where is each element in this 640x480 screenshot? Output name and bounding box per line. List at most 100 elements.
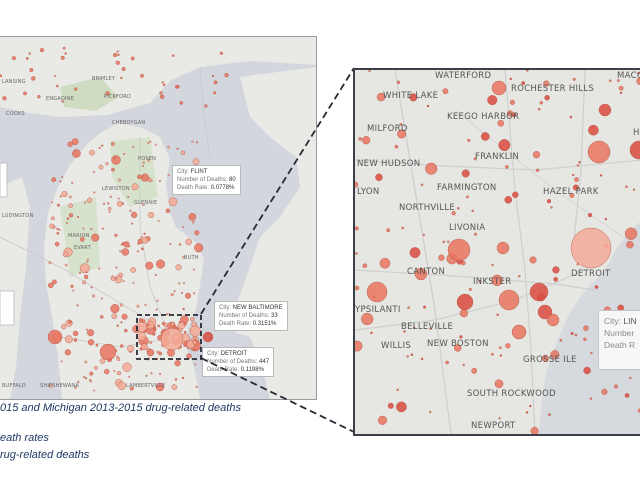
- death-bubble[interactable]: [141, 164, 144, 167]
- death-bubble[interactable]: [148, 211, 155, 218]
- death-bubble[interactable]: [167, 145, 171, 149]
- death-bubble[interactable]: [86, 197, 93, 203]
- death-bubble[interactable]: [535, 168, 540, 173]
- death-bubble[interactable]: [570, 227, 612, 269]
- death-bubble[interactable]: [219, 51, 223, 55]
- death-bubble[interactable]: [601, 388, 608, 395]
- death-bubble[interactable]: [426, 104, 430, 108]
- death-bubble[interactable]: [624, 393, 630, 398]
- death-bubble[interactable]: [184, 292, 191, 299]
- death-bubble[interactable]: [154, 273, 157, 276]
- death-bubble[interactable]: [69, 195, 72, 199]
- death-bubble[interactable]: [89, 371, 94, 376]
- death-bubble[interactable]: [147, 158, 151, 162]
- death-bubble[interactable]: [111, 167, 115, 172]
- death-bubble[interactable]: [140, 247, 144, 251]
- death-bubble[interactable]: [457, 207, 460, 210]
- death-bubble[interactable]: [121, 248, 130, 256]
- death-bubble[interactable]: [117, 381, 126, 390]
- death-bubble[interactable]: [191, 140, 194, 143]
- death-bubble[interactable]: [93, 365, 98, 370]
- death-bubble[interactable]: [616, 79, 620, 82]
- death-bubble[interactable]: [168, 197, 178, 207]
- death-bubble[interactable]: [181, 376, 185, 380]
- death-bubble[interactable]: [195, 141, 198, 144]
- death-bubble[interactable]: [181, 291, 184, 294]
- death-bubble[interactable]: [67, 141, 73, 147]
- death-bubble[interactable]: [68, 203, 73, 208]
- death-bubble[interactable]: [541, 354, 549, 362]
- death-bubble[interactable]: [355, 226, 359, 231]
- death-bubble[interactable]: [553, 277, 558, 282]
- death-bubble[interactable]: [64, 263, 68, 267]
- death-bubble[interactable]: [116, 371, 122, 376]
- death-bubble[interactable]: [548, 413, 551, 416]
- death-bubble[interactable]: [61, 191, 68, 198]
- death-bubble[interactable]: [116, 324, 119, 327]
- death-bubble[interactable]: [530, 426, 539, 434]
- death-bubble[interactable]: [159, 91, 163, 95]
- death-bubble[interactable]: [468, 287, 472, 291]
- death-bubble[interactable]: [93, 191, 96, 194]
- death-bubble[interactable]: [29, 68, 34, 73]
- death-bubble[interactable]: [473, 232, 477, 236]
- death-bubble[interactable]: [358, 137, 362, 141]
- death-bubble[interactable]: [11, 56, 16, 61]
- death-bubble[interactable]: [174, 360, 181, 367]
- death-bubble[interactable]: [211, 74, 215, 78]
- death-bubble[interactable]: [447, 240, 450, 243]
- death-bubble[interactable]: [62, 46, 66, 50]
- death-bubble[interactable]: [114, 233, 118, 237]
- death-bubble[interactable]: [496, 313, 499, 317]
- death-bubble[interactable]: [162, 83, 166, 87]
- death-bubble[interactable]: [401, 226, 405, 230]
- death-bubble[interactable]: [82, 280, 86, 285]
- death-bubble[interactable]: [82, 376, 86, 379]
- death-bubble[interactable]: [70, 284, 74, 288]
- death-bubble[interactable]: [52, 279, 57, 285]
- death-bubble[interactable]: [120, 321, 123, 324]
- death-bubble[interactable]: [84, 360, 88, 364]
- death-bubble[interactable]: [185, 238, 192, 246]
- death-bubble[interactable]: [453, 344, 462, 352]
- death-bubble[interactable]: [183, 282, 186, 285]
- death-bubble[interactable]: [224, 72, 229, 78]
- death-bubble[interactable]: [429, 327, 432, 330]
- death-bubble[interactable]: [188, 213, 197, 221]
- death-bubble[interactable]: [552, 266, 560, 274]
- death-bubble[interactable]: [461, 169, 470, 178]
- death-bubble[interactable]: [51, 216, 55, 221]
- death-bubble[interactable]: [141, 236, 149, 244]
- death-bubble[interactable]: [387, 402, 394, 409]
- death-bubble[interactable]: [145, 374, 148, 377]
- death-bubble[interactable]: [59, 180, 62, 183]
- death-bubble[interactable]: [120, 76, 123, 80]
- death-bubble[interactable]: [71, 181, 74, 184]
- death-bubble[interactable]: [550, 206, 553, 209]
- death-bubble[interactable]: [546, 199, 552, 204]
- death-bubble[interactable]: [161, 81, 164, 84]
- death-bubble[interactable]: [170, 293, 174, 297]
- death-bubble[interactable]: [73, 338, 78, 342]
- death-bubble[interactable]: [2, 96, 7, 101]
- death-bubble[interactable]: [153, 327, 157, 331]
- death-bubble[interactable]: [89, 149, 95, 156]
- death-bubble[interactable]: [131, 211, 138, 219]
- death-bubble[interactable]: [121, 313, 128, 320]
- death-bubble[interactable]: [105, 91, 110, 96]
- death-bubble[interactable]: [47, 329, 63, 345]
- death-bubble[interactable]: [191, 220, 195, 224]
- death-bubble[interactable]: [129, 350, 132, 353]
- death-bubble[interactable]: [498, 417, 501, 420]
- death-bubble[interactable]: [491, 274, 503, 286]
- death-bubble[interactable]: [186, 353, 192, 359]
- death-bubble[interactable]: [149, 140, 152, 143]
- death-bubble[interactable]: [150, 372, 153, 375]
- death-bubble[interactable]: [165, 208, 171, 214]
- death-bubble[interactable]: [131, 222, 134, 225]
- death-bubble[interactable]: [60, 55, 65, 60]
- death-bubble[interactable]: [158, 351, 163, 356]
- death-bubble[interactable]: [86, 258, 89, 261]
- death-bubble[interactable]: [170, 321, 175, 326]
- death-bubble[interactable]: [76, 215, 79, 218]
